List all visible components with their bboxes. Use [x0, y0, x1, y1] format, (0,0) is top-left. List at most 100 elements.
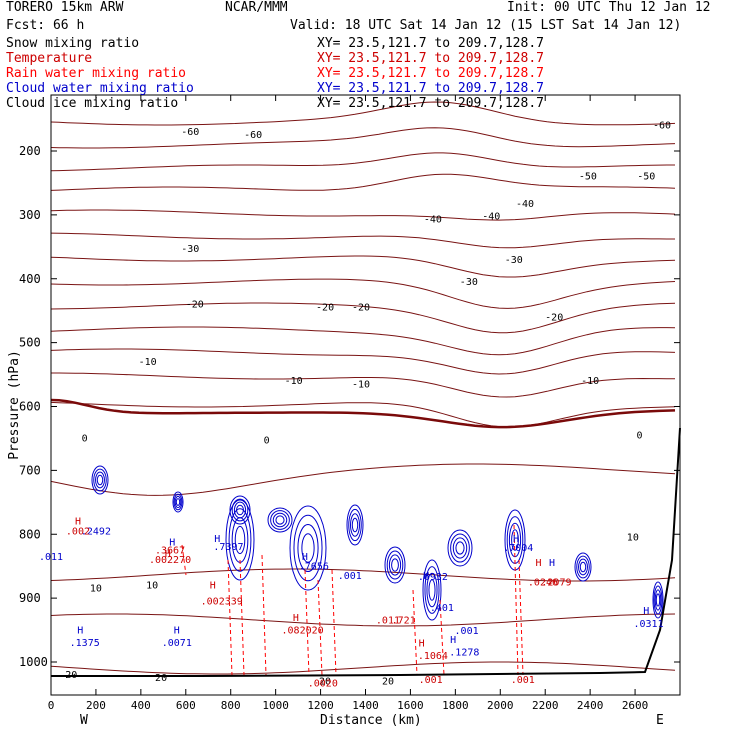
rain-water-label: .002270 — [149, 555, 191, 566]
cloud-water-contour — [91, 465, 109, 495]
rain-water-label: .1064 — [418, 651, 448, 662]
cloud-water-contour — [174, 495, 182, 509]
temperature-label: -30 — [181, 244, 199, 255]
cloud-water-contour — [388, 554, 402, 576]
cloud-water-contour — [96, 474, 104, 486]
cloud-water-contour — [228, 508, 252, 572]
temperature-label: -10 — [139, 357, 157, 368]
y-tick-label: 300 — [19, 208, 41, 222]
cloud-water-contour — [574, 552, 592, 582]
legend-rain: Rain water mixing ratio — [6, 66, 187, 81]
rain-water-contour — [227, 559, 233, 676]
rain-water-contour — [261, 554, 267, 676]
cloud-water-contour — [576, 555, 590, 579]
cloud-water-label: .401 — [430, 603, 454, 614]
temperature-contour — [50, 613, 676, 627]
temperature-label: 0 — [637, 430, 643, 441]
x-tick-label: 1000 — [262, 699, 289, 712]
high-marker: H — [165, 549, 171, 560]
cloud-water-contour — [175, 498, 181, 506]
temperature-contour — [50, 326, 676, 356]
cloud-water-contour — [231, 498, 249, 522]
legend-snow-xy: XY= 23.5,121.7 to 209.7,128.7 — [317, 36, 544, 51]
temperature-label: 10 — [627, 533, 639, 544]
cloud-water-label: .001 — [338, 571, 362, 582]
temperature-contour — [51, 372, 676, 398]
cloud-water-contour — [655, 593, 661, 607]
rain-water-label: .002339 — [201, 597, 243, 608]
cloud-water-contour — [173, 493, 183, 511]
high-marker: H — [549, 558, 555, 569]
temperature-contour — [50, 255, 676, 278]
temperature-label: -60 — [653, 121, 671, 132]
cloud-water-contour — [93, 468, 107, 492]
cloud-water-contour — [297, 523, 319, 573]
temperature-label: -60 — [244, 130, 262, 141]
rain-water-label: .082020 — [282, 625, 324, 636]
cloud-water-label: .1375 — [70, 638, 100, 649]
rain-water-label: .001 — [511, 675, 535, 686]
high-marker: H — [419, 639, 425, 650]
temperature-label: -20 — [352, 303, 370, 314]
cloud-water-label: .7004 — [503, 543, 533, 554]
cloud-water-label: .6932 — [418, 572, 448, 583]
high-marker: H — [513, 534, 519, 545]
cloud-water-contour — [422, 559, 442, 621]
temperature-label: -10 — [352, 379, 370, 390]
plot-frame — [50, 94, 681, 696]
high-marker: H — [535, 558, 541, 569]
high-marker: H — [302, 552, 308, 563]
rain-water-label: .3667 — [155, 545, 185, 556]
high-marker: H — [293, 613, 299, 624]
high-marker: H — [75, 517, 81, 528]
rain-water-label: .0020 — [308, 678, 338, 689]
temperature-contour — [50, 661, 676, 675]
x-tick-label: 2200 — [532, 699, 559, 712]
temperature-label: 10 — [90, 584, 102, 595]
y-tick-label: 500 — [19, 336, 41, 350]
temperature-contour — [50, 401, 676, 428]
x-tick-label: 800 — [221, 699, 241, 712]
rain-water-label: .002 — [66, 526, 90, 537]
temperature-contour — [50, 101, 676, 126]
temperature-contour — [50, 302, 676, 334]
temperature-contour — [50, 209, 676, 221]
temperature-contour — [50, 152, 675, 172]
temperature-label: -40 — [424, 215, 442, 226]
legend-cloud-ice: Cloud ice mixing ratio — [6, 96, 179, 111]
rain-water-contour — [317, 579, 323, 676]
legend-temperature-xy: XY= 23.5,121.7 to 209.7,128.7 — [317, 51, 544, 66]
temperature-contour — [50, 173, 676, 191]
east-label: E — [656, 713, 664, 728]
cloud-water-contour — [95, 471, 105, 489]
cloud-water-contour — [578, 558, 588, 576]
rain-water-contour — [239, 559, 245, 676]
rain-water-contour — [518, 559, 524, 676]
cloud-water-label: .7397 — [213, 542, 243, 553]
cloud-water-contour — [270, 510, 290, 530]
x-tick-label: 600 — [176, 699, 196, 712]
cloud-water-contour — [455, 541, 465, 555]
x-tick-label: 200 — [86, 699, 106, 712]
cloud-water-contour — [511, 529, 519, 551]
center-name: NCAR/MMM — [225, 0, 288, 15]
rain-water-label: .0246 — [528, 577, 558, 588]
cloud-water-contour — [229, 495, 251, 525]
temperature-label: 20 — [382, 676, 394, 687]
cloud-water-contour — [350, 513, 360, 537]
y-axis-title: Pressure (hPa) — [7, 350, 22, 460]
rain-water-contours — [181, 524, 524, 676]
cloud-water-label: .001 — [455, 626, 479, 637]
cloud-water-contour — [452, 537, 468, 559]
high-marker: H — [214, 534, 220, 545]
cloud-water-contour — [391, 558, 399, 572]
x-tick-label: 1400 — [352, 699, 379, 712]
x-tick-label: 1600 — [397, 699, 424, 712]
freezing-level-contour — [50, 398, 676, 429]
rain-water-contour — [181, 544, 187, 576]
cloud-water-contour — [293, 514, 323, 582]
rain-water-label: .001 — [419, 675, 443, 686]
cloud-water-contour — [301, 533, 315, 563]
legend-cloud-water-xy: XY= 23.5,121.7 to 209.7,128.7 — [317, 81, 544, 96]
